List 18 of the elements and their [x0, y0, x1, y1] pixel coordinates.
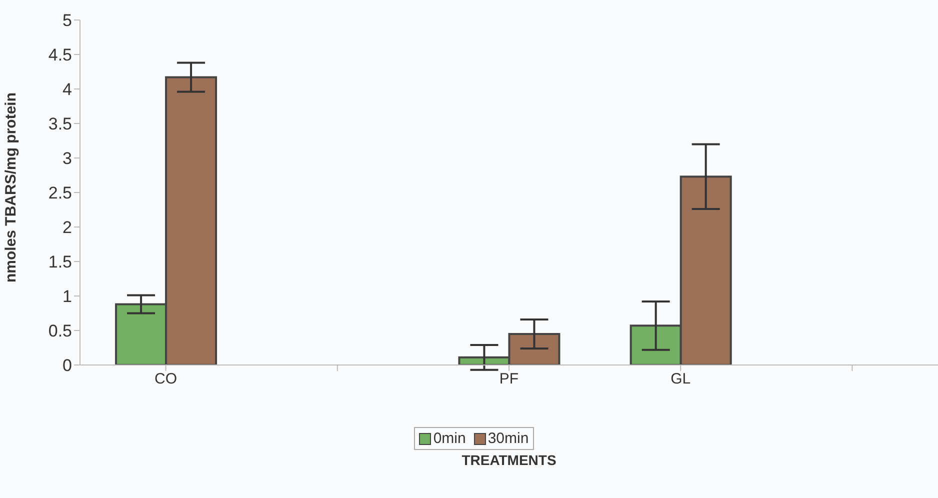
y-tick-label: 2: [62, 218, 72, 238]
y-tick-label: 5: [62, 11, 72, 30]
y-tick-label: 0.5: [48, 322, 72, 341]
y-axis-title: nmoles TBARS/mg protein: [2, 92, 20, 282]
y-tick-label: 3: [62, 149, 72, 168]
x-tick-label: CO: [154, 370, 178, 388]
x-tick-label: PF: [499, 370, 519, 388]
y-tick-label: 2.5: [48, 184, 72, 203]
x-axis-title: TREATMENTS: [462, 452, 556, 468]
y-tick-label: 1: [62, 287, 72, 306]
y-tick-label: 0: [62, 356, 72, 376]
y-tick-label: 4.5: [48, 46, 72, 65]
y-tick-label: 3.5: [48, 114, 72, 134]
x-tick-label: GL: [670, 370, 691, 388]
y-tick-label: 1.5: [48, 252, 72, 272]
legend-label: 0min: [432, 430, 466, 447]
y-tick-label: 4: [62, 80, 72, 100]
legend-label: 30min: [486, 430, 529, 447]
